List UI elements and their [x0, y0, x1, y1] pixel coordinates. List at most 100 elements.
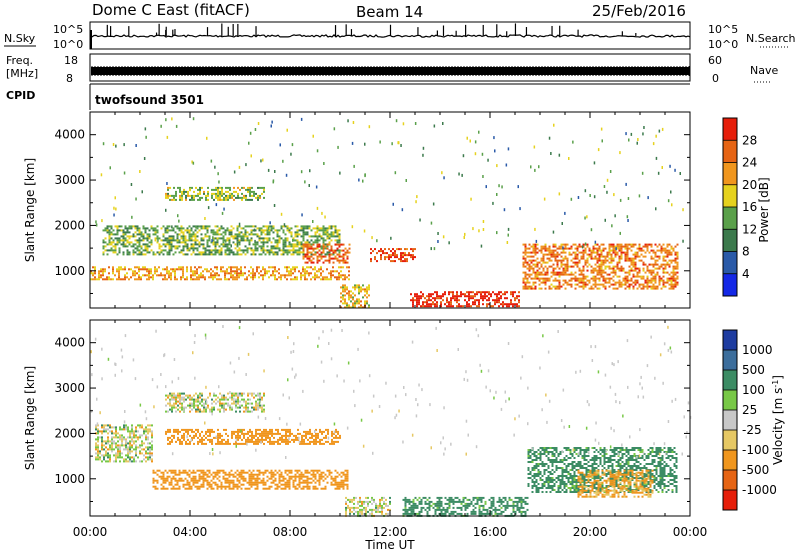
power-echo-cell: [146, 251, 149, 254]
velocity-echo-cell: [323, 442, 325, 445]
velocity-echo-cell: [172, 469, 175, 472]
power-echo-cell: [338, 276, 340, 279]
velocity-echo-cell: [313, 440, 315, 443]
power-echo-cell: [352, 306, 354, 309]
velocity-echo-cell: [270, 481, 273, 484]
power-ylabel: Slant Range [km]: [23, 158, 37, 262]
power-echo-cell: [456, 295, 458, 298]
power-echo-cell: [406, 248, 408, 251]
power-echo-cell: [334, 229, 337, 232]
power-echo-cell: [636, 253, 639, 256]
power-echo-cell: [556, 263, 559, 266]
power-echo-cell: [300, 276, 302, 279]
power-echo-cell: [206, 270, 208, 273]
power-echo-cell: [231, 192, 233, 195]
velocity-echo-cell: [279, 438, 281, 441]
power-echo-cell: [596, 247, 599, 250]
power-echo-cell: [308, 241, 311, 244]
power-echo-cell: [596, 243, 599, 246]
power-echo-cell: [249, 192, 251, 195]
power-echo-cell: [560, 243, 563, 246]
velocity-echo-cell: [321, 432, 323, 435]
power-echo-cell: [560, 247, 563, 250]
power-echo-cell: [215, 186, 217, 189]
velocity-echo-cell: [282, 487, 285, 490]
velocity-echo-cell: [300, 487, 303, 490]
velocity-echo-cell: [221, 442, 223, 445]
power-echo-cell: [115, 207, 117, 211]
velocity-echo-cell: [332, 479, 335, 482]
power-echo-cell: [622, 245, 625, 248]
power-echo-cell: [594, 255, 597, 258]
power-echo-cell: [194, 237, 197, 240]
power-echo-cell: [558, 279, 561, 282]
power-echo-cell: [126, 249, 129, 252]
power-echo-cell: [232, 278, 234, 281]
power-echo-cell: [296, 278, 298, 281]
power-echo-cell: [156, 237, 159, 240]
power-echo-cell: [392, 260, 394, 263]
power-echo-cell: [268, 229, 271, 232]
power-echo-cell: [546, 279, 549, 282]
velocity-echo-cell: [293, 438, 295, 441]
power-echo-cell: [344, 300, 346, 303]
power-echo-cell: [514, 297, 516, 300]
power-echo-cell: [300, 241, 303, 244]
power-echo-cell: [662, 267, 665, 270]
power-echo-cell: [534, 251, 537, 254]
velocity-echo-cell: [294, 479, 297, 482]
velocity-echo-cell: [280, 471, 283, 474]
power-echo-cell: [180, 237, 183, 240]
power-echo-cell: [564, 265, 567, 268]
power-echo-cell: [330, 274, 332, 277]
velocity-echo-cell: [263, 438, 265, 441]
velocity-echo-cell: [215, 442, 217, 445]
power-echo-cell: [156, 225, 159, 228]
power-echo-cell: [290, 253, 293, 256]
power-echo-cell: [178, 233, 181, 236]
velocity-echo-cell: [162, 485, 165, 488]
power-echo-cell: [394, 252, 396, 255]
power-echo-cell: [286, 249, 289, 252]
power-echo-cell: [656, 273, 659, 276]
velocity-echo-cell: [231, 436, 233, 439]
velocity-echo-cell: [196, 469, 199, 472]
power-echo-cell: [240, 253, 243, 256]
power-echo-cell: [530, 251, 533, 254]
power-echo-cell: [336, 233, 339, 236]
power-echo-cell: [590, 271, 593, 274]
power-echo-cell: [600, 283, 603, 286]
power-echo-cell: [162, 233, 165, 236]
power-echo-cell: [257, 122, 260, 125]
power-echo-cell: [214, 245, 217, 248]
power-echo-cell: [454, 295, 456, 298]
velocity-echo-cell: [272, 471, 275, 474]
power-echo-cell: [118, 276, 120, 279]
power-echo-cell: [602, 255, 605, 258]
power-echo-cell: [446, 305, 448, 308]
power-echo-cell: [412, 258, 414, 261]
velocity-echo-cell: [242, 483, 245, 486]
power-echo-cell: [170, 247, 173, 250]
velocity-echo-cell: [306, 471, 309, 474]
power-echo-cell: [268, 225, 271, 228]
velocity-echo-cell: [139, 452, 141, 455]
power-echo-cell: [94, 272, 96, 275]
power-echo-cell: [204, 251, 207, 254]
power-echo-cell: [490, 305, 492, 308]
velocity-echo-cell: [224, 479, 227, 482]
power-echo-cell: [166, 253, 169, 256]
power-echo-cell: [286, 266, 288, 269]
velocity-echo-cell: [309, 436, 311, 439]
velocity-echo-cell: [197, 440, 199, 443]
velocity-echo-cell: [226, 473, 229, 476]
power-echo-cell: [284, 241, 287, 244]
velocity-echo-cell: [171, 438, 173, 441]
velocity-echo-cell: [221, 438, 223, 441]
power-echo-cell: [110, 249, 113, 252]
power-echo-cell: [248, 274, 250, 277]
power-echo-cell: [168, 235, 171, 238]
power-echo-cell: [160, 239, 163, 242]
power-echo-cell: [348, 304, 350, 307]
power-echo-cell: [240, 266, 242, 269]
